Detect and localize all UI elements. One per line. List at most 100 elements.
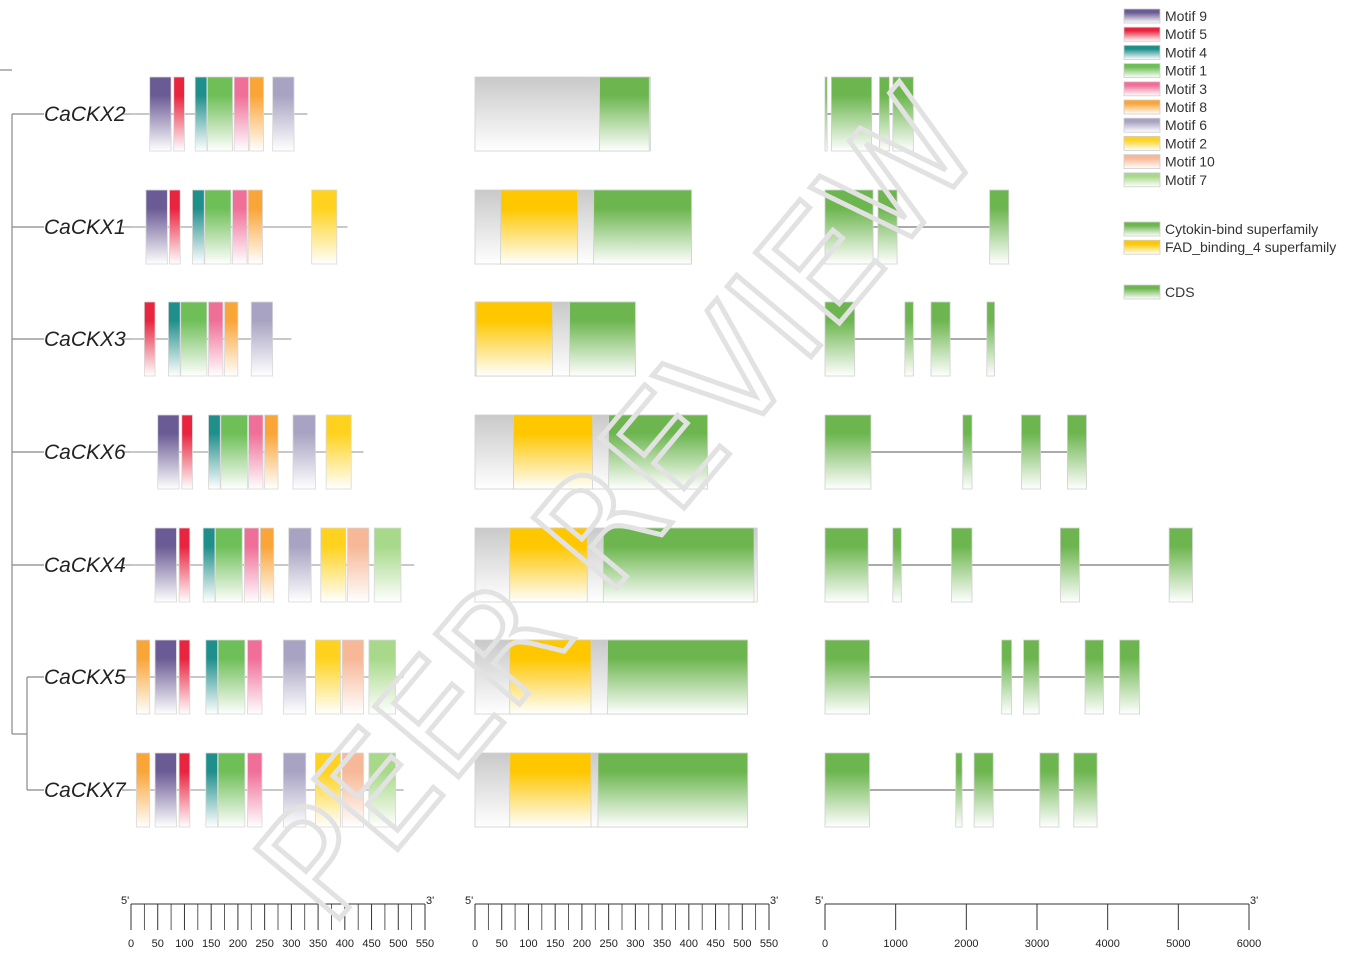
legend-swatch-motif-3 [1123, 81, 1161, 97]
motif-box-motif-6 [250, 301, 274, 377]
motif-box-motif-9 [154, 527, 177, 603]
cds-box [1066, 414, 1087, 490]
legend-swatch-cds [1123, 284, 1161, 300]
gene-label-cackx3: CaCKX3 [44, 328, 126, 351]
axis-tick-label: 0 [128, 938, 134, 950]
cds-box [955, 752, 963, 828]
motif-box-motif-5 [178, 639, 191, 715]
motif-box-motif-6 [282, 752, 307, 828]
motif-box-motif-2 [325, 414, 352, 490]
legend-swatch-motif-10 [1123, 154, 1161, 170]
motif-box-motif-4 [205, 752, 218, 828]
cds-box [1021, 414, 1041, 490]
motif-box-motif-6 [282, 639, 307, 715]
cds-box [892, 76, 914, 152]
scale-axis: 0 50 100 150 200 250 300 350 400 450 500 550 5' 3' [121, 895, 434, 950]
axis-tick-label: 300 [626, 938, 644, 950]
axis-tick-label: 150 [546, 938, 564, 950]
legend-item-cds: CDS [1165, 284, 1195, 300]
axis-tick-label: 350 [653, 938, 671, 950]
motif-box-motif-1 [215, 527, 243, 603]
axis-tick-label: 400 [680, 938, 698, 950]
legend-item-motif-10: Motif 10 [1165, 154, 1215, 170]
domain-box-cytokin-bind-superfamily [597, 752, 749, 828]
three-prime-label: 3' [1250, 895, 1258, 907]
axis-tick-label: 300 [282, 938, 300, 950]
legend-item-motif-7: Motif 7 [1165, 172, 1207, 188]
motif-box-motif-2 [320, 527, 347, 603]
axis-tick-label: 0 [822, 938, 828, 950]
legend-swatch-cytokin-bind-superfamily [1123, 221, 1161, 237]
axis-tick-label: 400 [336, 938, 354, 950]
motif-box-motif-6 [288, 527, 312, 603]
cds-box [892, 527, 902, 603]
five-prime-label: 5' [815, 895, 823, 907]
axis-tick-label: 450 [362, 938, 380, 950]
axis-tick-label: 3000 [1025, 938, 1049, 950]
five-prime-label: 5' [121, 895, 129, 907]
domain-box-fad-binding-4-superfamily [500, 189, 579, 265]
motif-box-motif-1 [207, 76, 233, 152]
axis-tick-label: 200 [573, 938, 591, 950]
axis-tick-label: 200 [229, 938, 247, 950]
cds-box [1001, 639, 1012, 715]
motif-box-motif-6 [292, 414, 316, 490]
domain-box-fad-binding-4-superfamily [509, 752, 592, 828]
cds-box [824, 189, 874, 265]
motif-box-motif-2 [315, 752, 341, 828]
motif-box-motif-4 [168, 301, 181, 377]
cds-box [877, 189, 898, 265]
three-prime-label: 3' [426, 895, 434, 907]
motif-box-motif-3 [208, 301, 224, 377]
legend-swatch-motif-7 [1123, 172, 1161, 188]
scale-axis: 0 1000 2000 3000 4000 5000 6000 5' 3' [815, 895, 1261, 950]
motif-box-motif-3 [247, 752, 263, 828]
motif-box-motif-1 [217, 639, 246, 715]
axis-tick-label: 550 [760, 938, 778, 950]
motif-box-motif-2 [315, 639, 341, 715]
legend-item-fad-binding-4-superfamily: FAD_binding_4 superfamily [1165, 239, 1336, 255]
legend-item-motif-9: Motif 9 [1165, 8, 1207, 24]
cds-box [930, 301, 951, 377]
motif-box-motif-7 [368, 639, 397, 715]
axis-tick-label: 2000 [954, 938, 978, 950]
legend-swatch-motif-4 [1123, 45, 1161, 60]
axis-tick-label: 500 [389, 938, 407, 950]
legend-swatch-motif-9 [1123, 8, 1161, 24]
motif-box-motif-4 [202, 527, 216, 603]
motif-box-motif-8 [249, 76, 264, 152]
cds-box [989, 189, 1010, 265]
motif-box-motif-3 [243, 527, 260, 603]
motif-box-motif-8 [264, 414, 279, 490]
axis-tick-label: 5000 [1166, 938, 1190, 950]
legend-swatch-motif-5 [1123, 26, 1161, 42]
legend: Motif 9 Motif 5 Motif 4 Motif 1 Motif 3 Motif… [1123, 8, 1336, 300]
legend-swatch-motif-2 [1123, 135, 1161, 151]
motif-box-motif-3 [232, 189, 248, 265]
motif-box-motif-8 [135, 752, 151, 828]
legend-swatch-motif-6 [1123, 117, 1161, 133]
domain-box-fad-binding-4-superfamily [509, 527, 588, 603]
legend-item-cytokin-bind-superfamily: Cytokin-bind superfamily [1165, 221, 1318, 237]
axis-tick-label: 4000 [1095, 938, 1119, 950]
five-prime-label: 5' [465, 895, 473, 907]
motif-box-motif-6 [272, 76, 295, 152]
domain-box-fad-binding-4-superfamily [513, 414, 593, 490]
axis-tick-label: 350 [309, 938, 327, 950]
cds-box [1073, 752, 1098, 828]
motif-box-motif-10 [347, 527, 370, 603]
axis-tick-label: 1000 [883, 938, 907, 950]
cds-box [879, 76, 890, 152]
legend-swatch-motif-8 [1123, 99, 1161, 115]
motif-box-motif-1 [220, 414, 248, 490]
motif-box-motif-5 [178, 752, 191, 828]
motif-box-motif-5 [143, 301, 156, 377]
gene-label-cackx1: CaCKX1 [44, 216, 126, 239]
domain-box-fad-binding-4-superfamily [475, 301, 553, 377]
motif-box-motif-3 [247, 639, 263, 715]
cds-box [824, 76, 828, 152]
motif-box-motif-7 [368, 752, 397, 828]
motif-box-motif-4 [205, 639, 218, 715]
domain-box-cytokin-bind-superfamily [593, 189, 692, 265]
